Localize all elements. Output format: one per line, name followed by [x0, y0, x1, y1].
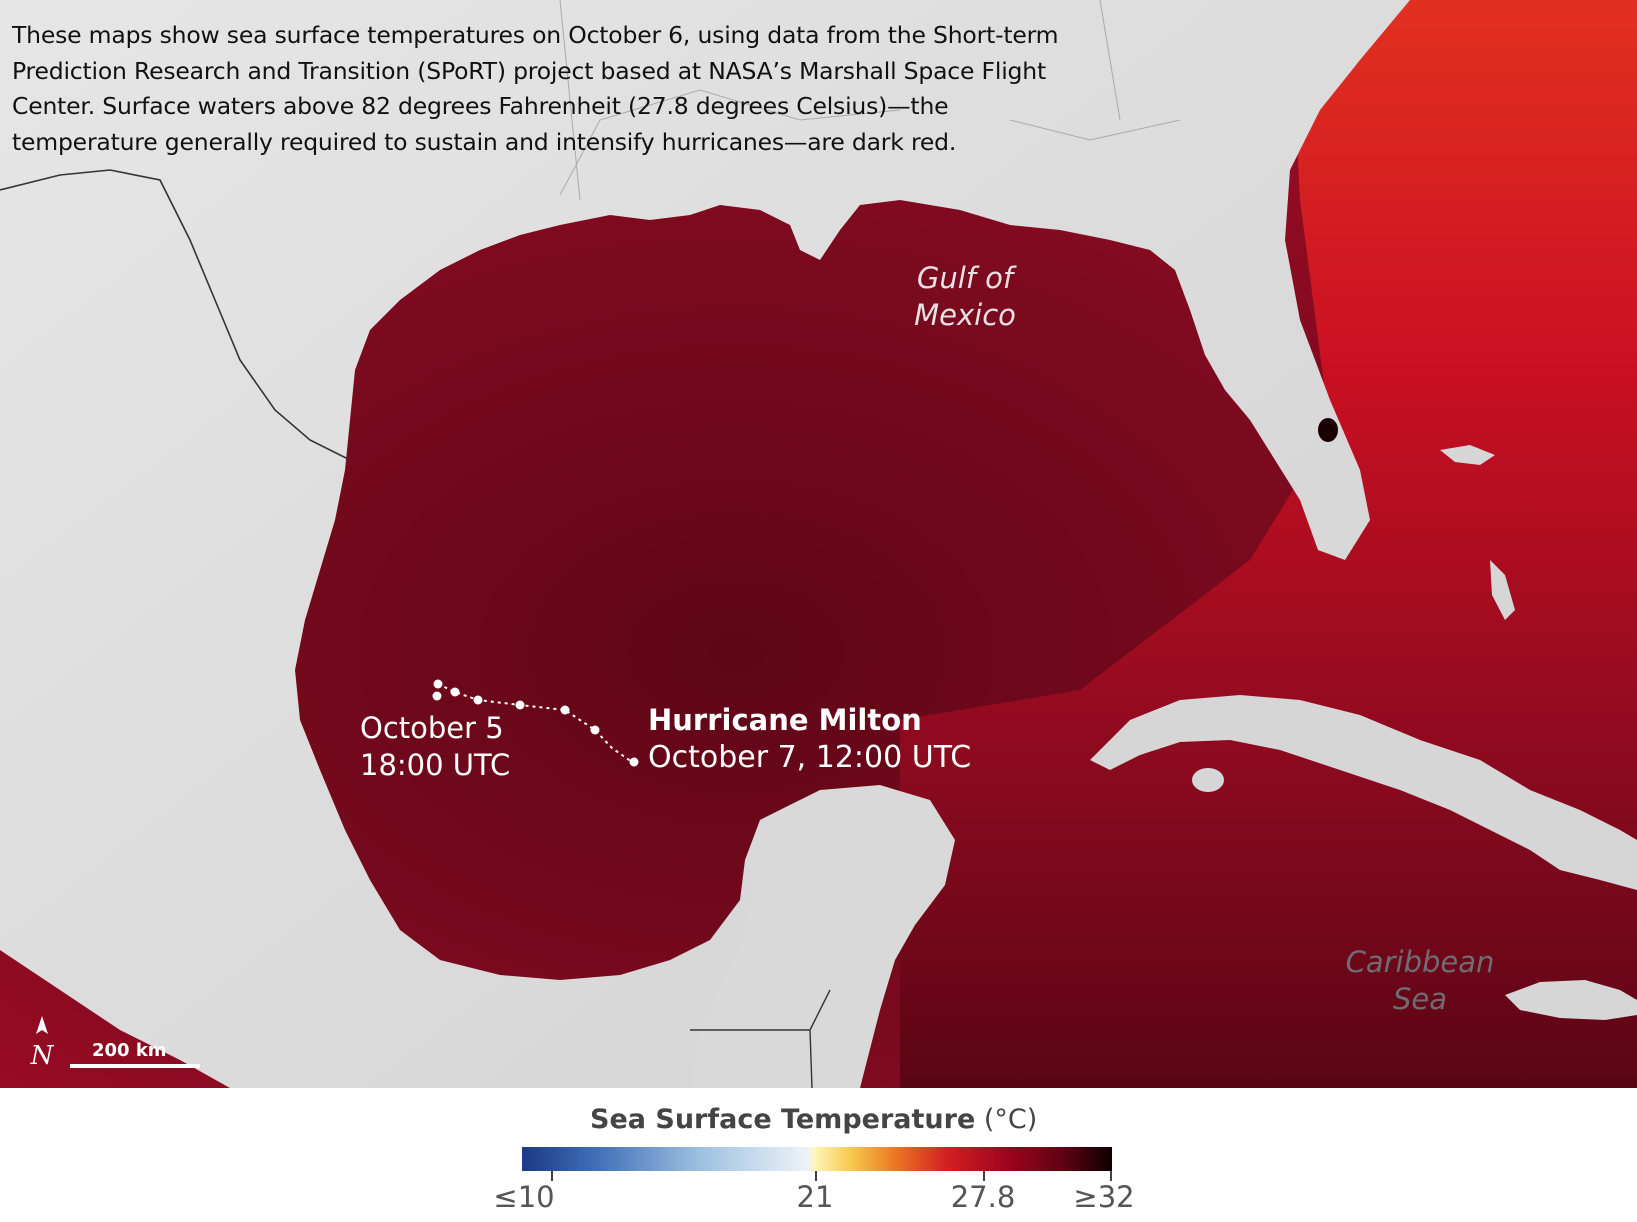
caption-line-1: These maps show sea surface temperatures…	[12, 21, 1059, 49]
legend-title: Sea Surface Temperature (°C)	[590, 1104, 1050, 1135]
north-arrow-icon: N	[30, 1016, 55, 1070]
us-mexico-border	[0, 169, 351, 461]
guatemala-border	[690, 989, 831, 1088]
north-america-land	[0, 0, 1410, 1088]
caption-line-4: temperature generally required to sustai…	[12, 127, 957, 156]
gulf-label-line-1: Gulf of	[916, 261, 1014, 295]
gulf-label-line-2: Mexico	[914, 298, 1016, 332]
hurricane-track-points	[432, 679, 639, 767]
scale-label: 200 km	[92, 1040, 167, 1061]
tick-mark-32	[1110, 1171, 1112, 1181]
caribbean-label-line-2: Sea	[1392, 982, 1448, 1016]
track-start-label: October 5 18:00 UTC	[360, 710, 510, 784]
cuba-island	[1090, 695, 1637, 890]
jamaica-island	[1505, 980, 1637, 1020]
map-caption: These maps show sea surface temperatures…	[12, 18, 1092, 160]
bahamas-island-2	[1490, 560, 1515, 620]
scale-bar: 200 km	[70, 1038, 200, 1068]
tick-mark-27-8	[983, 1171, 985, 1181]
legend-unit: (°C)	[983, 1104, 1038, 1135]
yucatan-peninsula	[690, 785, 955, 1088]
gulf-of-mexico-label: Gulf of Mexico	[880, 260, 1050, 334]
caribbean-sea-label: Caribbean Sea	[1340, 944, 1500, 1018]
bahamas-island	[1440, 445, 1495, 465]
track-start-time: 18:00 UTC	[360, 748, 511, 782]
sea-surface-temperature-map	[0, 0, 1637, 1088]
caribbean-label-line-1: Caribbean	[1345, 945, 1495, 979]
state-borders	[559, 0, 1181, 201]
tick-label-32: ≥32	[1073, 1180, 1135, 1214]
hurricane-name-label: Hurricane Milton	[648, 703, 922, 737]
tick-mark-21	[815, 1171, 817, 1181]
temperature-colorbar	[522, 1147, 1112, 1171]
tick-label-21: 21	[796, 1180, 834, 1214]
lake-okeechobee	[1318, 418, 1338, 442]
tick-label-27-8: 27.8	[950, 1180, 1016, 1214]
caption-line-2: Prediction Research and Transition (SPoR…	[12, 56, 1046, 85]
tick-label-10: ≤10	[493, 1180, 555, 1214]
caption-line-3: Center. Surface waters above 82 degrees …	[12, 92, 949, 120]
track-end-label: October 7, 12:00 UTC	[648, 740, 972, 775]
track-start-date: October 5	[360, 711, 504, 745]
legend-title-text: Sea Surface Temperature	[590, 1104, 976, 1135]
tick-mark-10	[551, 1171, 553, 1181]
atlantic-ocean	[900, 0, 1637, 1088]
isla-juventud	[1192, 768, 1224, 792]
svg-text:N: N	[30, 1041, 55, 1070]
scale-bar-line	[70, 1064, 200, 1068]
